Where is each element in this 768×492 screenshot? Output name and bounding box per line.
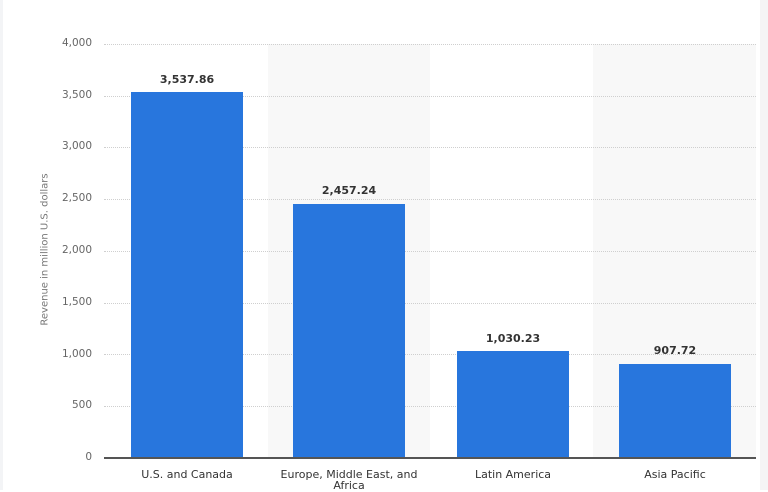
y-tick: 3,500 (61, 89, 92, 101)
bar-latin-america[interactable] (457, 351, 569, 458)
gridline (104, 199, 756, 200)
x-tick-label: Europe, Middle East, and Africa (269, 469, 429, 491)
bar-asia-pacific[interactable] (619, 364, 731, 458)
gridline (104, 406, 756, 407)
x-tick-label-line1: Europe, Middle East, and (280, 468, 418, 481)
y-tick: 500 (71, 399, 92, 411)
bar-us-canada[interactable] (131, 92, 243, 458)
gridline (104, 251, 756, 252)
y-tick: 1,500 (61, 296, 92, 308)
value-label: 3,537.86 (159, 73, 215, 86)
y-tick: 2,000 (61, 244, 92, 256)
x-tick-label: Latin America (474, 468, 552, 481)
y-tick: 3,000 (61, 140, 92, 152)
scrollbar-strip (760, 0, 768, 490)
x-axis-line (104, 457, 756, 459)
plot-area: 3,537.86 2,457.24 1,030.23 907.72 (104, 44, 756, 459)
gridline (104, 303, 756, 304)
y-tick: 1,000 (61, 348, 92, 360)
bar-emea[interactable] (293, 204, 405, 458)
y-tick: 2,500 (61, 192, 92, 204)
y-tick: 0 (85, 451, 92, 463)
y-tick: 4,000 (61, 37, 92, 49)
x-tick-label-line2: Africa (333, 479, 365, 492)
gridline (104, 44, 756, 45)
x-tick-label: U.S. and Canada (141, 468, 233, 481)
gridline (104, 354, 756, 355)
value-label: 907.72 (653, 344, 697, 357)
gridline (104, 147, 756, 148)
value-label: 1,030.23 (485, 332, 541, 345)
gridline (104, 96, 756, 97)
value-label: 2,457.24 (321, 184, 377, 197)
left-edge (0, 0, 3, 490)
x-tick-label: Asia Pacific (644, 468, 706, 481)
